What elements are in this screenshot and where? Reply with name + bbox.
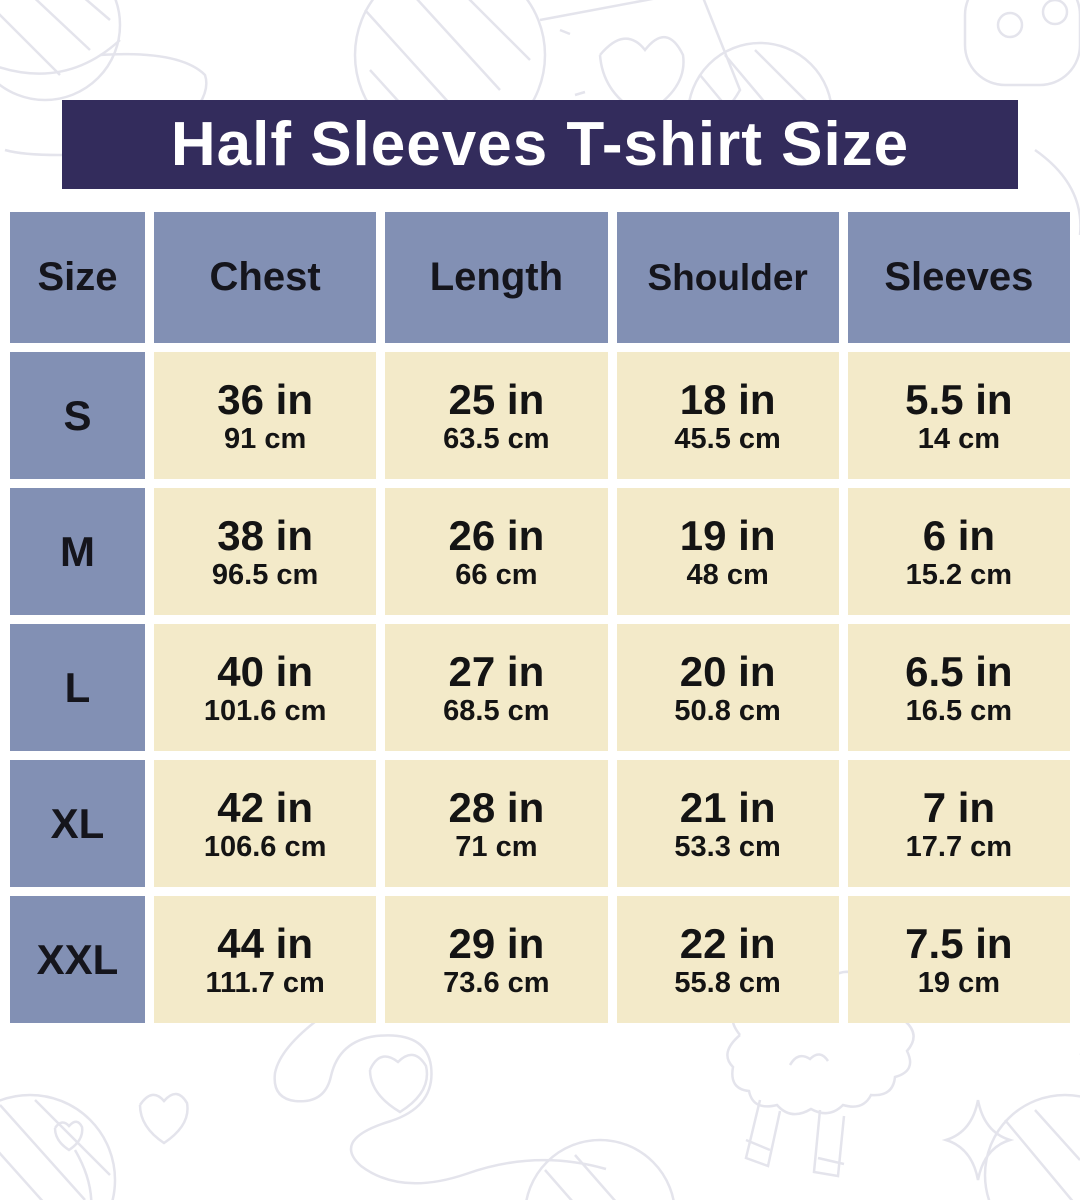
- column-header-sleeves: Sleeves: [847, 212, 1070, 343]
- cell-s-chest: 36 in 91 cm: [154, 352, 377, 479]
- value-cm: 55.8 cm: [674, 966, 781, 999]
- value-inches: 21 in: [679, 783, 776, 831]
- value-cm: 91 cm: [224, 422, 307, 455]
- cell-xl-chest: 42 in 106.6 cm: [154, 760, 377, 887]
- value-cm: 16.5 cm: [905, 694, 1013, 727]
- cell-s-length: 25 in 63.5 cm: [385, 352, 608, 479]
- cell-l-shoulder: 20 in 50.8 cm: [616, 624, 839, 751]
- value-inches: 38 in: [217, 511, 313, 559]
- cell-xl-shoulder: 21 in 53.3 cm: [616, 760, 839, 887]
- value-cm: 96.5 cm: [211, 558, 319, 591]
- cell-m-shoulder: 19 in 48 cm: [616, 488, 839, 615]
- value-inches: 26 in: [448, 511, 545, 559]
- value-inches: 44 in: [217, 919, 313, 967]
- cell-xl-length: 28 in 71 cm: [385, 760, 608, 887]
- value-inches: 22 in: [679, 919, 776, 967]
- value-inches: 20 in: [679, 647, 776, 695]
- value-inches: 29 in: [448, 919, 545, 967]
- value-cm: 45.5 cm: [674, 422, 781, 455]
- cell-m-chest: 38 in 96.5 cm: [154, 488, 377, 615]
- thread-squiggle-icon: [273, 1017, 607, 1185]
- size-label-xl: XL: [10, 760, 145, 887]
- value-inches: 28 in: [448, 783, 545, 831]
- value-cm: 53.3 cm: [674, 830, 781, 863]
- page-title: Half Sleeves T-shirt Size: [170, 110, 910, 179]
- value-cm: 68.5 cm: [443, 694, 550, 727]
- cell-l-chest: 40 in 101.6 cm: [154, 624, 377, 751]
- heart-icon: [53, 1092, 189, 1152]
- value-inches: 25 in: [448, 375, 545, 423]
- value-inches: 40 in: [217, 647, 313, 695]
- cell-xxl-length: 29 in 73.6 cm: [385, 896, 608, 1023]
- cell-xxl-chest: 44 in 111.7 cm: [154, 896, 377, 1023]
- value-cm: 66 cm: [455, 558, 538, 591]
- value-inches: 18 in: [679, 375, 776, 423]
- size-label-xxl: XXL: [10, 896, 145, 1023]
- cell-l-sleeves: 6.5 in 16.5 cm: [847, 624, 1070, 751]
- value-inches: 5.5 in: [905, 375, 1013, 423]
- value-inches: 27 in: [448, 647, 545, 695]
- yarn-ball-icon: [983, 1053, 1080, 1200]
- cell-xxl-sleeves: 7.5 in 19 cm: [847, 896, 1070, 1023]
- cell-l-length: 27 in 68.5 cm: [385, 624, 608, 751]
- column-header-size: Size: [10, 212, 145, 343]
- sparkle-icon: [941, 1099, 1015, 1181]
- cell-xxl-shoulder: 22 in 55.8 cm: [616, 896, 839, 1023]
- value-cm: 106.6 cm: [203, 830, 327, 863]
- value-inches: 7.5 in: [905, 919, 1013, 967]
- thread-heart-loop: [368, 1053, 429, 1114]
- pin-icon: [1034, 148, 1080, 235]
- value-inches: 6 in: [922, 511, 996, 559]
- value-cm: 19 cm: [917, 966, 1000, 999]
- size-table: Size Chest Length Shoulder Sleeves S 36 …: [10, 212, 1070, 1023]
- size-label-m: M: [10, 488, 145, 615]
- value-inches: 42 in: [217, 783, 313, 831]
- cell-s-sleeves: 5.5 in 14 cm: [847, 352, 1070, 479]
- value-cm: 101.6 cm: [203, 694, 327, 727]
- value-inches: 36 in: [217, 375, 313, 423]
- value-cm: 15.2 cm: [905, 558, 1013, 591]
- cell-m-sleeves: 6 in 15.2 cm: [847, 488, 1070, 615]
- value-cm: 14 cm: [917, 422, 1000, 455]
- column-header-chest: Chest: [154, 212, 377, 343]
- value-cm: 73.6 cm: [443, 966, 550, 999]
- value-inches: 19 in: [679, 511, 776, 559]
- value-inches: 7 in: [922, 783, 996, 831]
- yarn-ball-icon: [525, 1138, 675, 1200]
- cell-xl-sleeves: 7 in 17.7 cm: [847, 760, 1070, 887]
- size-label-s: S: [10, 352, 145, 479]
- value-inches: 6.5 in: [905, 647, 1013, 695]
- value-cm: 63.5 cm: [443, 422, 550, 455]
- size-label-l: L: [10, 624, 145, 751]
- button-icon: [963, 0, 1080, 87]
- cell-m-length: 26 in 66 cm: [385, 488, 608, 615]
- value-cm: 111.7 cm: [205, 966, 325, 999]
- column-header-shoulder: Shoulder: [616, 212, 839, 343]
- column-header-length: Length: [385, 212, 608, 343]
- yarn-ball-icon: [0, 1093, 117, 1200]
- cell-s-shoulder: 18 in 45.5 cm: [616, 352, 839, 479]
- title-banner: Half Sleeves T-shirt Size: [62, 100, 1018, 189]
- value-cm: 48 cm: [686, 558, 769, 591]
- value-cm: 17.7 cm: [905, 830, 1013, 863]
- value-cm: 71 cm: [455, 830, 538, 863]
- value-cm: 50.8 cm: [674, 694, 781, 727]
